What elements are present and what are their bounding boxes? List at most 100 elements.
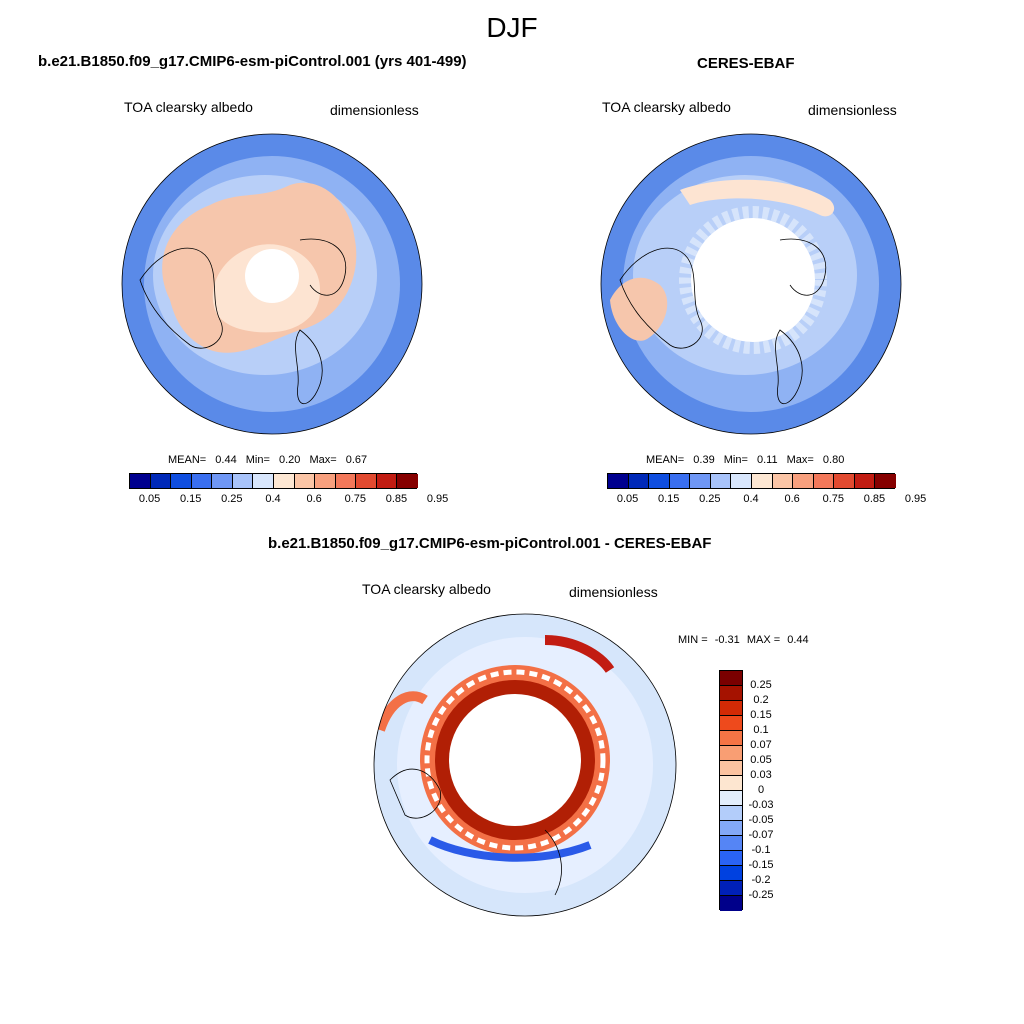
model-min-label: Min= bbox=[245, 454, 270, 466]
diff-colorbar-tick-label: -0.2 bbox=[751, 874, 771, 886]
model-colorbar-tick-label: 0.15 bbox=[179, 493, 202, 505]
obs-map-pole-hole bbox=[691, 218, 815, 342]
model-colorbar-swatch bbox=[376, 474, 398, 488]
diff-colorbar-swatch bbox=[720, 761, 742, 776]
obs-max-value: 0.80 bbox=[822, 454, 845, 466]
obs-map-light-region bbox=[680, 179, 835, 217]
model-min-value: 0.20 bbox=[278, 454, 301, 466]
diff-colorbar-swatch bbox=[720, 791, 742, 806]
figure-season-title: DJF bbox=[486, 12, 538, 43]
obs-map-high-albedo-region bbox=[610, 277, 668, 341]
obs-map-border bbox=[600, 133, 902, 435]
diff-colorbar-swatch bbox=[720, 746, 742, 761]
obs-colorbar-tick-label: 0.05 bbox=[616, 493, 639, 505]
diff-variable-label: TOA clearsky albedo bbox=[362, 581, 491, 597]
diff-stats: MIN = -0.31 MAX = 0.44 bbox=[678, 634, 809, 646]
diff-colorbar-swatch bbox=[720, 866, 742, 881]
diff-map-negative-band bbox=[428, 836, 592, 862]
model-map-coastline-2 bbox=[295, 329, 323, 405]
model-case-title: b.e21.B1850.f09_g17.CMIP6-esm-piControl.… bbox=[38, 53, 467, 70]
diff-colorbar-tick-label: 0.2 bbox=[753, 694, 769, 706]
obs-colorbar-swatch bbox=[731, 474, 752, 488]
model-colorbar-frame bbox=[129, 473, 418, 489]
model-mean-label: MEAN= bbox=[168, 454, 207, 466]
diff-map-coastline-1 bbox=[389, 768, 442, 819]
obs-stats: MEAN= 0.39 Min= 0.11 Max= 0.80 bbox=[646, 454, 844, 466]
diff-units-label: dimensionless bbox=[569, 584, 658, 600]
obs-colorbar-swatch bbox=[834, 474, 855, 488]
obs-colorbar-swatch bbox=[813, 474, 835, 488]
model-colorbar-tick-label: 0.75 bbox=[344, 493, 366, 505]
diff-colorbar-tick-label: 0.07 bbox=[750, 739, 772, 751]
model-colorbar-tick-label: 0.6 bbox=[306, 493, 322, 505]
model-variable-label: TOA clearsky albedo bbox=[124, 99, 253, 115]
diff-map-positive-patch-west bbox=[375, 691, 428, 732]
obs-colorbar-tick-label: 0.15 bbox=[657, 493, 680, 505]
diff-colorbar-tick-label: -0.03 bbox=[748, 799, 774, 811]
model-colorbar-swatch bbox=[150, 474, 172, 488]
model-colorbar-swatch bbox=[171, 474, 192, 488]
obs-min-label: Min= bbox=[723, 454, 748, 466]
obs-colorbar-frame bbox=[607, 473, 896, 489]
obs-max-label: Max= bbox=[786, 454, 814, 466]
obs-map bbox=[601, 134, 901, 434]
diff-map-coastline-2 bbox=[544, 829, 562, 896]
model-colorbar-swatch bbox=[335, 474, 357, 488]
obs-colorbar-tick-label: 0.85 bbox=[863, 493, 886, 505]
obs-colorbar-swatch bbox=[690, 474, 711, 488]
model-colorbar-swatch bbox=[253, 474, 274, 488]
diff-map-gap-ring bbox=[424, 669, 606, 851]
diff-colorbar-swatch bbox=[720, 731, 742, 746]
diff-colorbar-tick-label: 0 bbox=[757, 784, 765, 796]
obs-mean-label: MEAN= bbox=[646, 454, 685, 466]
obs-map-coastline-1 bbox=[619, 247, 703, 349]
model-colorbar-swatch bbox=[356, 474, 377, 488]
model-max-label: Max= bbox=[309, 454, 337, 466]
obs-colorbar-tick-label: 0.4 bbox=[743, 493, 759, 505]
diff-min-label: MIN = bbox=[678, 634, 708, 646]
diff-colorbar-swatch bbox=[720, 686, 742, 701]
model-colorbar-tick-label: 0.05 bbox=[138, 493, 161, 505]
obs-colorbar-tick-label: 0.25 bbox=[699, 493, 721, 505]
obs-map-coastline-2 bbox=[775, 329, 803, 405]
diff-colorbar-tick-label: -0.05 bbox=[748, 814, 774, 826]
obs-colorbar-swatch bbox=[854, 474, 876, 488]
obs-colorbar-swatch bbox=[793, 474, 814, 488]
model-colorbar-swatch bbox=[397, 474, 418, 488]
obs-colorbar-swatch bbox=[669, 474, 691, 488]
obs-colorbar-swatch bbox=[628, 474, 650, 488]
obs-min-value: 0.11 bbox=[756, 454, 778, 466]
obs-colorbar-swatch bbox=[649, 474, 670, 488]
diff-colorbar-swatch bbox=[720, 896, 742, 911]
obs-colorbar-swatch bbox=[608, 474, 629, 488]
diff-colorbar-swatch bbox=[720, 776, 742, 791]
model-stats: MEAN= 0.44 Min= 0.20 Max= 0.67 bbox=[168, 454, 367, 466]
obs-mean-value: 0.39 bbox=[693, 454, 715, 466]
model-colorbar-swatch bbox=[294, 474, 316, 488]
diff-map-border bbox=[373, 613, 677, 917]
model-colorbar-swatch bbox=[232, 474, 254, 488]
model-colorbar-swatch bbox=[130, 474, 151, 488]
diff-colorbar-tick-label: -0.15 bbox=[748, 859, 774, 871]
model-max-value: 0.67 bbox=[345, 454, 368, 466]
model-colorbar-swatch bbox=[212, 474, 233, 488]
model-colorbar-swatch bbox=[191, 474, 213, 488]
obs-case-title: CERES-EBAF bbox=[697, 55, 795, 72]
obs-colorbar-swatch bbox=[710, 474, 732, 488]
diff-colorbar-tick-label: -0.07 bbox=[748, 829, 774, 841]
obs-colorbar-swatch bbox=[875, 474, 896, 488]
model-colorbar-tick-label: 0.85 bbox=[385, 493, 408, 505]
diff-map-pole-hole bbox=[449, 694, 581, 826]
diff-colorbar-frame bbox=[719, 670, 743, 911]
diff-colorbar-swatch bbox=[720, 881, 742, 896]
diff-max-value: 0.44 bbox=[787, 634, 809, 646]
obs-colorbar-tick-label: 0.6 bbox=[784, 493, 800, 505]
diff-colorbar-tick-label: 0.15 bbox=[750, 709, 772, 721]
diff-colorbar-tick-label: 0.05 bbox=[750, 754, 772, 766]
diff-colorbar-swatch bbox=[720, 701, 742, 716]
diff-colorbar-swatch bbox=[720, 671, 742, 686]
obs-colorbar-swatch bbox=[772, 474, 794, 488]
diff-colorbar-swatch bbox=[720, 851, 742, 866]
model-colorbar-swatch bbox=[274, 474, 295, 488]
